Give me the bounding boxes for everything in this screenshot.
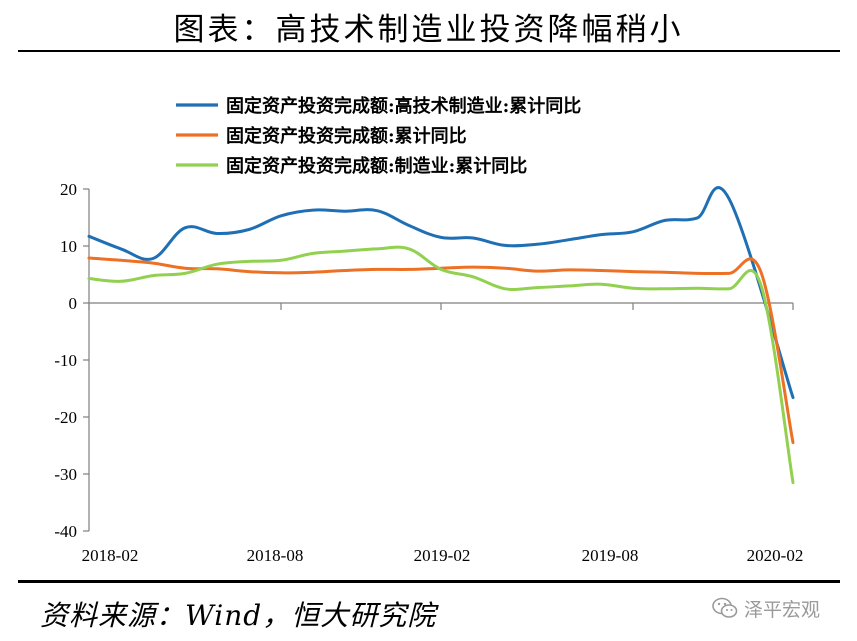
x-tick-label: 2020-02 (747, 546, 804, 565)
watermark: 泽平宏观 (712, 595, 820, 621)
x-tick-label: 2019-02 (414, 546, 471, 565)
source-note: 资料来源：Wind，恒大研究院 (40, 599, 437, 632)
y-tick-label: -40 (54, 522, 77, 541)
title-divider (18, 50, 840, 52)
series-line-2 (87, 245, 795, 485)
chart-legend: 固定资产投资完成额:高技术制造业:累计同比固定资产投资完成额:累计同比固定资产投… (176, 95, 581, 177)
y-tick-label: -10 (54, 351, 77, 370)
y-tick-label: 0 (69, 294, 78, 313)
x-tick-label: 2018-08 (247, 546, 304, 565)
chart-axes: 20 10 0 -10 -20 -30 -40 2018-02 2018-08 2019-02 20… (54, 180, 803, 565)
series-line-0 (87, 186, 795, 400)
legend-label-2: 固定资产投资完成额:制造业:累计同比 (226, 155, 527, 177)
y-tick-label: -30 (54, 465, 77, 484)
series-lines (87, 186, 795, 485)
y-tick-label: 20 (60, 180, 77, 199)
x-tick-label: 2018-02 (82, 546, 139, 565)
y-tick-label: -20 (54, 408, 77, 427)
y-tick-label: 10 (60, 237, 77, 256)
wechat-icon (712, 597, 738, 618)
series-line-1 (87, 256, 795, 445)
source-divider (18, 580, 840, 583)
x-tick-label: 2019-08 (582, 546, 639, 565)
watermark-label: 泽平宏观 (744, 598, 821, 621)
legend-label-0: 固定资产投资完成额:高技术制造业:累计同比 (226, 95, 581, 117)
chart-title: 图表：高技术制造业投资降幅稍小 (173, 12, 684, 48)
legend-label-1: 固定资产投资完成额:累计同比 (226, 125, 467, 147)
